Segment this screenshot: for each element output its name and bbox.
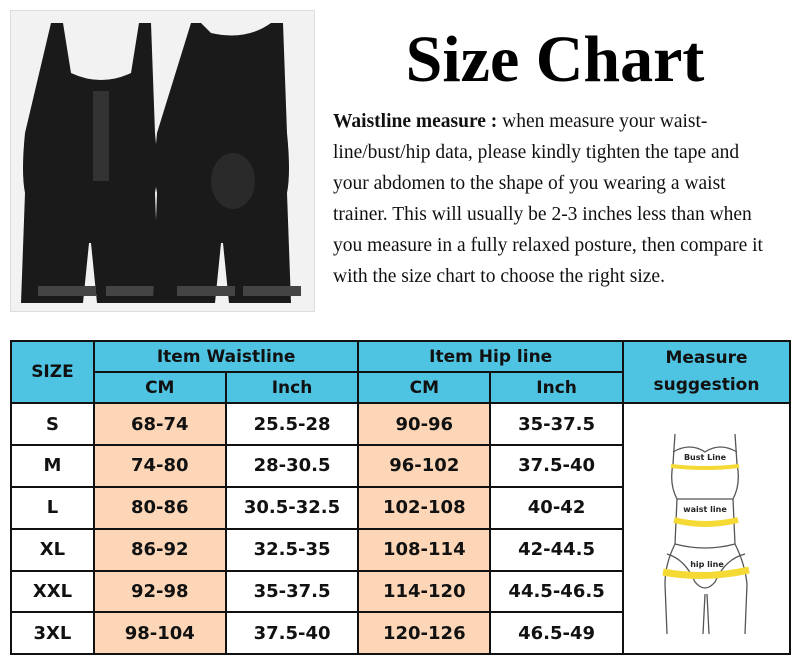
table-row: S 68-74 25.5-28 90-96 35-37.5 Bust Line wais…	[10, 402, 792, 656]
table-row: L 80-86 30.5-32.5 102-108 40-42	[10, 485, 790, 530]
hip-band	[662, 566, 750, 580]
hip-cm-cell: 102-108	[357, 485, 492, 530]
waist-inch-cell: 37.5-40	[224, 611, 360, 656]
hip-inch-cell: 42-44.5	[489, 527, 624, 572]
waist-inch-cell: 30.5-32.5	[224, 485, 360, 530]
hip-cm-cell: 108-114	[357, 527, 492, 572]
waist-band	[673, 517, 739, 528]
waist-header: Item Waistline	[92, 339, 360, 374]
waist-cm-cell: 86-92	[92, 527, 227, 572]
hip-inch-cell: 40-42	[489, 485, 624, 530]
size-table: SIZE Item Waistline Item Hip line Measur…	[10, 339, 792, 656]
hip-inch-cell: 46.5-49	[489, 611, 624, 656]
bust-band	[670, 464, 740, 471]
waist-label: waist line	[683, 505, 727, 514]
waist-inch-cell: 28-30.5	[224, 444, 360, 488]
hip-label: hip line	[690, 560, 724, 569]
bodysuit-front	[21, 23, 164, 303]
hip-cm-cell: 90-96	[357, 402, 492, 447]
hip-header: Item Hip line	[357, 339, 624, 374]
bodysuit-back	[153, 23, 301, 303]
waist-inch-header: Inch	[224, 371, 360, 405]
waist-inch-cell: 25.5-28	[224, 402, 360, 447]
description-text: when measure your waist-line/bust/hip da…	[333, 111, 763, 287]
bust-label: Bust Line	[684, 453, 727, 462]
hip-inch-header: Inch	[489, 371, 624, 405]
size-cell: 3XL	[10, 611, 95, 656]
hip-cm-cell: 96-102	[357, 444, 492, 488]
size-cell: XXL	[10, 569, 95, 614]
table-row: XL 86-92 32.5-35 108-114 42-44.5	[10, 527, 790, 572]
size-header: SIZE	[10, 339, 95, 405]
size-cell: L	[10, 485, 95, 530]
hip-cm-cell: 120-126	[357, 611, 492, 656]
waist-cm-cell: 98-104	[92, 611, 227, 656]
hip-cm-header: CM	[357, 371, 492, 405]
waist-cm-header: CM	[92, 371, 227, 405]
size-cell: M	[10, 444, 95, 488]
size-cell: S	[10, 402, 95, 447]
hip-inch-cell: 35-37.5	[489, 402, 624, 447]
size-cell: XL	[10, 527, 95, 572]
table-row: M 74-80 28-30.5 96-102 37.5-40	[10, 444, 790, 488]
waist-inch-cell: 32.5-35	[224, 527, 360, 572]
page-title: Size Chart	[405, 23, 705, 96]
product-photo	[10, 10, 315, 312]
waist-cm-cell: 74-80	[92, 444, 227, 488]
waist-cm-cell: 92-98	[92, 569, 227, 614]
measure-figure: Bust Line waist line hip line	[621, 402, 792, 656]
measure-header: Measure suggestion	[621, 339, 792, 405]
hip-inch-cell: 44.5-46.5	[489, 569, 624, 614]
waist-cm-cell: 68-74	[92, 402, 227, 447]
description-lead: Waistline measure :	[333, 111, 498, 132]
waist-inch-cell: 35-37.5	[224, 569, 360, 614]
description: Waistline measure : when measure your wa…	[333, 106, 773, 292]
hip-inch-cell: 37.5-40	[489, 444, 624, 488]
waist-cm-cell: 80-86	[92, 485, 227, 530]
table-row: 3XL 98-104 37.5-40 120-126 46.5-49	[10, 611, 790, 656]
hip-cm-cell: 114-120	[357, 569, 492, 614]
table-row: XXL 92-98 35-37.5 114-120 44.5-46.5	[10, 569, 790, 614]
